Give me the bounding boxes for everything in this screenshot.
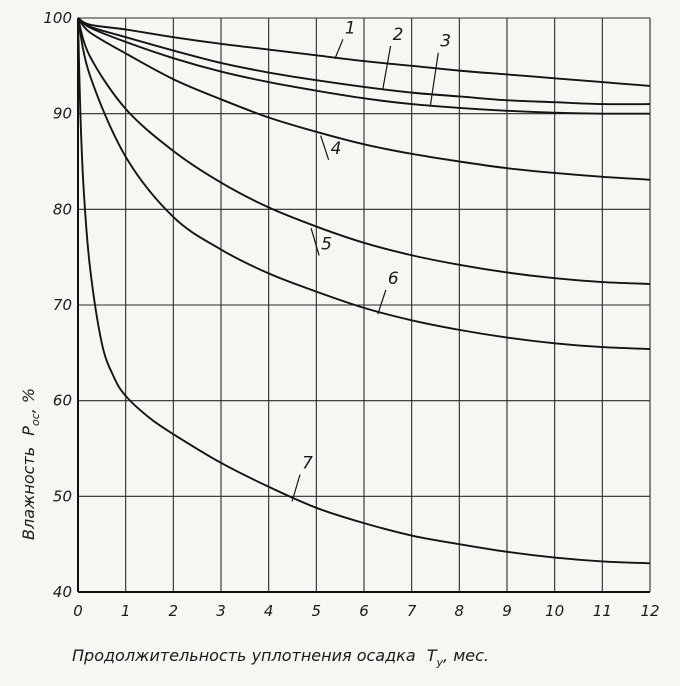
x-tick-label: 4 (264, 602, 274, 620)
curve-labels: 1 2 3 4 5 6 7 (291, 18, 451, 502)
x-axis-title: Продолжительность уплотнения осадка Tу, … (72, 646, 489, 669)
series-line-5 (77, 17, 651, 285)
x-axis-symbol: T (427, 646, 438, 665)
y-tick-label: 80 (53, 200, 72, 218)
x-tick-label: 0 (73, 602, 83, 620)
series-line-7 (77, 17, 651, 565)
curve-leader-6 (377, 289, 387, 315)
x-tick-label: 10 (545, 602, 564, 620)
curve-leader-5 (310, 228, 320, 256)
y-tick-label: 70 (53, 296, 72, 314)
x-axis-title-text: Продолжительность уплотнения осадка (72, 646, 416, 665)
x-tick-label: 8 (455, 602, 465, 620)
series-group (77, 17, 651, 565)
curve-leader-1 (334, 39, 344, 59)
x-tick-label: 7 (407, 602, 417, 620)
x-axis-unit: , мес. (443, 646, 489, 665)
y-tick-label: 50 (53, 487, 72, 505)
x-tick-label: 3 (216, 602, 226, 620)
x-tick-label: 11 (593, 602, 612, 620)
x-tick-label: 6 (359, 602, 369, 620)
x-tick-label: 12 (640, 602, 659, 620)
grid (77, 17, 651, 593)
x-tick-label: 2 (169, 602, 179, 620)
x-tick-label: 5 (312, 602, 322, 620)
y-tick-label: 90 (53, 105, 72, 123)
curve-leader-3 (429, 52, 439, 107)
curve-leader-4 (320, 135, 330, 161)
curve-label-3: 3 (440, 32, 451, 52)
y-axis-symbol: P (19, 426, 38, 436)
series-line-4 (77, 17, 651, 181)
x-tick-label: 9 (502, 602, 512, 620)
curve-label-2: 2 (393, 25, 404, 45)
series-line-2 (77, 17, 651, 106)
series-line-6 (77, 17, 651, 350)
axes (77, 18, 650, 593)
y-axis-unit: , % (19, 388, 38, 413)
curve-label-6: 6 (388, 269, 399, 289)
curve-leader-2 (382, 45, 392, 91)
curve-label-7: 7 (302, 454, 313, 474)
y-tick-label: 60 (53, 392, 72, 410)
series-line-1 (77, 17, 651, 87)
curve-leader-7 (291, 474, 301, 502)
series-line-3 (77, 17, 651, 115)
y-axis-title-text: Влажность (19, 447, 38, 540)
curve-label-1: 1 (345, 18, 356, 38)
x-axis-subscript: у (436, 656, 444, 669)
y-tick-label: 40 (53, 583, 72, 601)
x-tick-label: 1 (121, 602, 131, 620)
y-axis-subscript: ос (29, 413, 42, 426)
y-tick-label: 100 (43, 9, 72, 27)
y-axis-title: Влажность Pос, % (19, 388, 42, 540)
curve-label-5: 5 (321, 235, 332, 255)
curve-label-4: 4 (331, 139, 342, 159)
